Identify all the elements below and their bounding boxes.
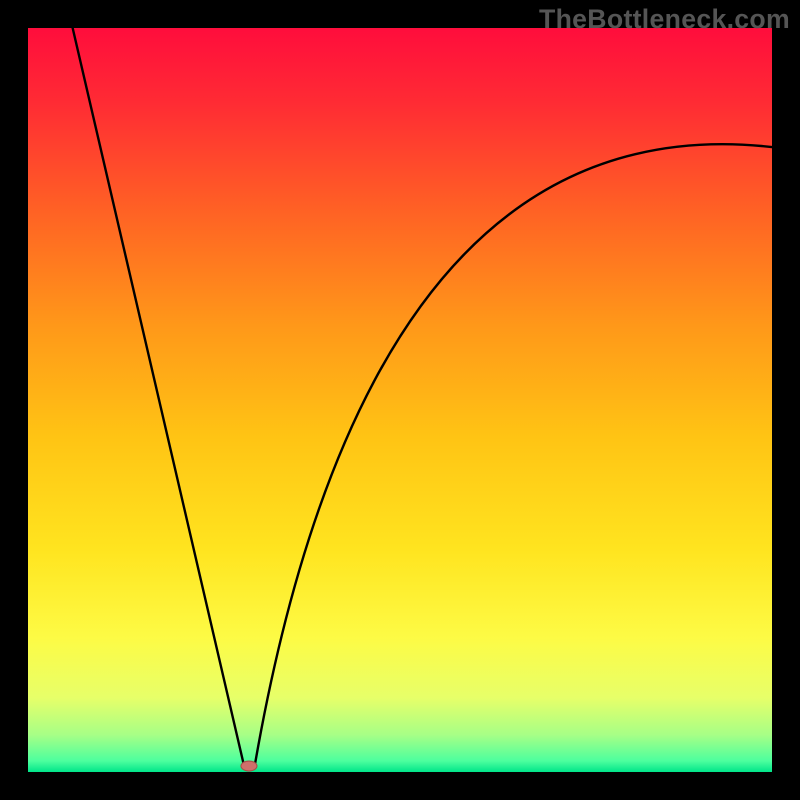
chart-container: TheBottleneck.com: [0, 0, 800, 800]
bottleneck-curve-chart: [0, 0, 800, 800]
plot-background-gradient: [28, 28, 772, 772]
minimum-marker: [241, 761, 257, 771]
